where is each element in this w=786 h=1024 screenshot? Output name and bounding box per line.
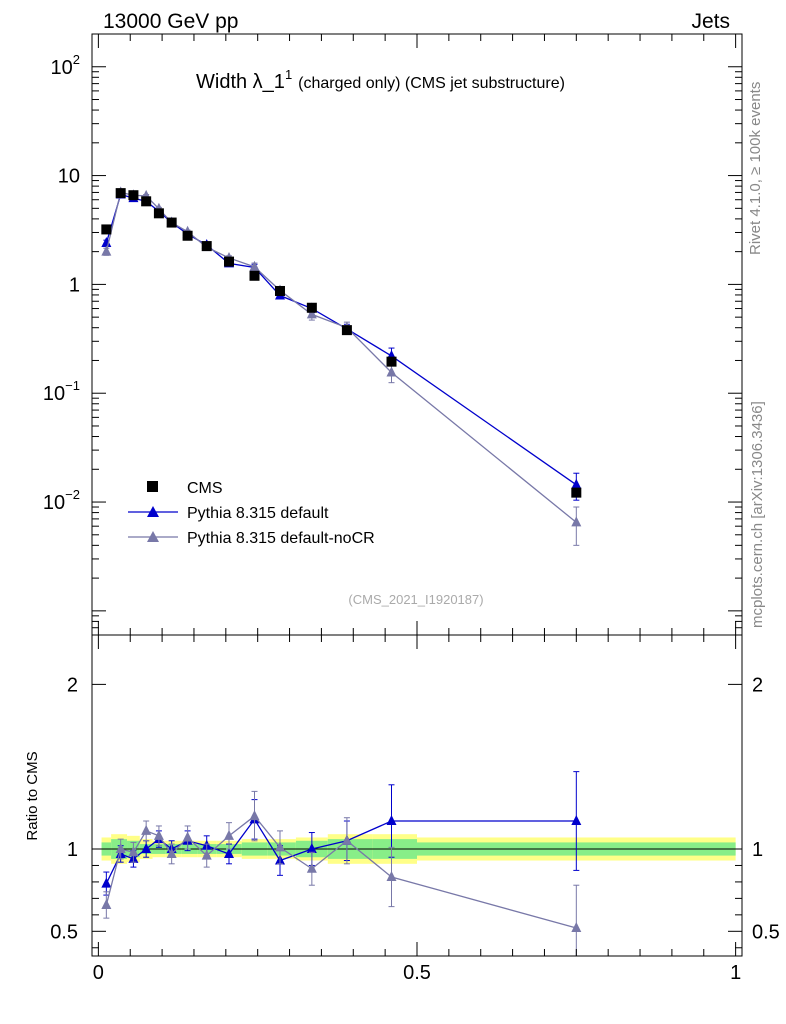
main-y-tick-label: 10 bbox=[58, 166, 80, 188]
data-point-cms bbox=[182, 230, 193, 241]
legend: CMS Pythia 8.315 default Pythia 8.315 de… bbox=[128, 480, 375, 547]
ratio-marker-default bbox=[101, 877, 112, 888]
main-y-tick-labels: 102 10 1 10−1 10−2 bbox=[43, 52, 80, 514]
x-tick-label: 0 bbox=[93, 962, 104, 984]
ratio-marker-nocr bbox=[128, 846, 139, 857]
ratio-marker-nocr bbox=[115, 843, 126, 853]
chart-title-sup: 1 bbox=[285, 67, 292, 82]
main-y-tick-label: 1 bbox=[69, 274, 80, 296]
data-point-cms bbox=[101, 224, 112, 235]
legend-label-cms: CMS bbox=[187, 480, 223, 497]
ratio-marker-nocr bbox=[141, 824, 152, 835]
x-tick-label: 0.5 bbox=[403, 962, 431, 984]
ratio-marker-nocr bbox=[249, 810, 260, 821]
mcplots-label: mcplots.cern.ch [arXiv:1306.3436] bbox=[749, 401, 766, 628]
data-point-cms bbox=[224, 256, 235, 267]
data-point-cms bbox=[128, 190, 139, 201]
ratio-marker-nocr bbox=[224, 829, 235, 840]
series-marker-nocr bbox=[386, 366, 397, 377]
legend-label-nocr: Pythia 8.315 default-noCR bbox=[187, 530, 375, 547]
data-point-cms bbox=[274, 285, 285, 296]
ratio-y-tick-label-left: 2 bbox=[67, 674, 78, 696]
ratio-marker-default bbox=[571, 815, 582, 826]
data-point-cms bbox=[166, 217, 177, 228]
data-point-cms bbox=[201, 241, 212, 252]
series-marker-nocr bbox=[306, 308, 317, 319]
header-right: Jets bbox=[691, 10, 730, 33]
ratio-marker-nocr bbox=[306, 862, 317, 873]
data-point-cms bbox=[115, 188, 126, 199]
ratio-marker-nocr bbox=[571, 922, 582, 933]
ratio-y-tick-label-right: 2 bbox=[752, 674, 763, 696]
data-point-cms bbox=[386, 356, 397, 367]
ratio-marker-nocr bbox=[153, 829, 164, 840]
ratio-x-ticks bbox=[97, 635, 737, 956]
data-points bbox=[101, 188, 582, 498]
main-y-tick-label: 102 bbox=[51, 52, 80, 79]
series-marker-nocr bbox=[101, 245, 112, 256]
ratio-marker-nocr bbox=[182, 831, 193, 842]
ratio-marker-nocr bbox=[201, 849, 212, 860]
series-marker-default bbox=[571, 478, 582, 489]
header-left: 13000 GeV pp bbox=[103, 10, 238, 33]
legend-label-default: Pythia 8.315 default bbox=[187, 505, 329, 522]
x-tick-labels: 0 0.5 1 bbox=[93, 962, 741, 984]
data-point-cms bbox=[571, 487, 582, 498]
main-y-ticks bbox=[92, 33, 742, 636]
rivet-label: Rivet 4.1.0, ≥ 100k events bbox=[747, 82, 764, 255]
ratio-marker-nocr bbox=[166, 847, 177, 858]
legend-marker-cms bbox=[147, 481, 158, 492]
ratio-marker-nocr bbox=[341, 834, 352, 845]
series-line-default bbox=[105, 193, 577, 486]
main-y-tick-label: 10−2 bbox=[43, 487, 80, 514]
series-marker-nocr bbox=[249, 260, 260, 271]
analysis-id: (CMS_2021_I1920187) bbox=[348, 592, 483, 607]
main-y-tick-label: 10−1 bbox=[43, 378, 80, 405]
ratio-y-axis-label: Ratio to CMS bbox=[24, 751, 41, 840]
ratio-panel: 2 2 1 1 0.5 0.5 Ratio to CMS bbox=[24, 634, 780, 957]
ratio-marker-default bbox=[386, 815, 397, 826]
ratio-plot-frame bbox=[91, 634, 743, 957]
series-lines bbox=[101, 186, 582, 546]
ratio-y-tick-label-left: 0.5 bbox=[50, 921, 78, 943]
chart-title: Width λ_11(charged only) (CMS jet substr… bbox=[196, 67, 565, 93]
series-marker-nocr bbox=[571, 516, 582, 527]
ratio-y-tick-label-left: 1 bbox=[67, 839, 78, 861]
ratio-y-ticks bbox=[92, 683, 742, 949]
series-marker-default bbox=[101, 237, 112, 248]
series-line-nocr bbox=[105, 191, 577, 523]
ratio-y-tick-labels: 2 2 1 1 0.5 0.5 bbox=[50, 674, 780, 943]
ratio-marker-nocr bbox=[101, 898, 112, 909]
ratio-series bbox=[101, 771, 582, 956]
ratio-y-tick-label-right: 0.5 bbox=[752, 921, 780, 943]
main-x-ticks bbox=[97, 34, 737, 635]
x-tick-label: 1 bbox=[730, 962, 741, 984]
ratio-marker-nocr bbox=[386, 870, 397, 881]
ratio-marker-nocr bbox=[274, 841, 285, 852]
ratio-marker-default bbox=[306, 843, 317, 853]
main-panel: 102 10 1 10−1 10−2 Width λ_11(charged only) … bbox=[43, 33, 743, 636]
ratio-y-tick-label-right: 1 bbox=[752, 839, 763, 861]
data-point-cms bbox=[141, 196, 152, 207]
data-point-cms bbox=[306, 302, 317, 313]
legend-marker-default bbox=[147, 506, 159, 517]
ratio-marker-default bbox=[141, 843, 152, 853]
legend-marker-nocr bbox=[147, 531, 159, 542]
data-point-cms bbox=[153, 208, 164, 219]
ratio-line-nocr bbox=[105, 815, 577, 929]
data-point-cms bbox=[341, 325, 352, 336]
ratio-marker-default bbox=[224, 847, 235, 858]
data-point-cms bbox=[249, 270, 260, 281]
chart-title-suffix: (charged only) (CMS jet substructure) bbox=[298, 75, 565, 92]
